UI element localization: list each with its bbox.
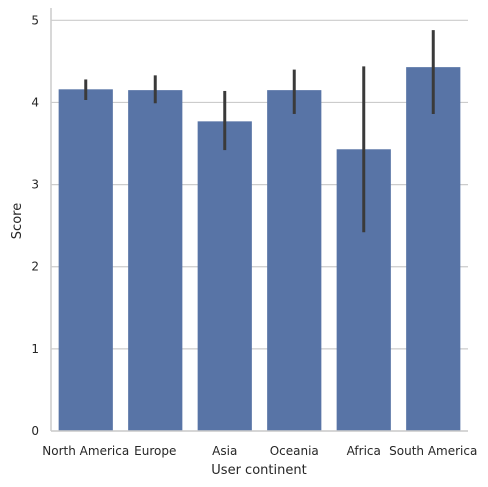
y-tick-labels: 0 1 2 3 4 5 xyxy=(31,13,39,438)
x-tick-label: Oceania xyxy=(270,444,319,458)
x-tick-label: North America xyxy=(42,444,129,458)
bar xyxy=(406,67,461,431)
y-axis-label: Score xyxy=(10,203,25,239)
error-bars xyxy=(84,30,435,233)
bars xyxy=(58,67,461,432)
y-tick-label: 3 xyxy=(31,178,39,192)
y-tick-label: 5 xyxy=(31,13,39,27)
x-tick-label: Asia xyxy=(212,444,237,458)
x-tick-label: South America xyxy=(389,444,477,458)
bar xyxy=(58,89,113,431)
x-tick-label: Africa xyxy=(347,444,381,458)
y-tick-label: 4 xyxy=(31,95,39,109)
bar xyxy=(197,121,252,432)
y-tick-label: 0 xyxy=(31,424,39,438)
bar xyxy=(128,90,183,431)
bar xyxy=(267,90,322,431)
x-tick-labels: North America Europe Asia Oceania Africa Sout… xyxy=(42,444,477,458)
y-tick-label: 2 xyxy=(31,260,39,274)
axes xyxy=(50,8,468,432)
y-tick-label: 1 xyxy=(31,342,39,356)
x-axis-label: User continent xyxy=(211,463,306,478)
x-tick-label: Europe xyxy=(134,444,176,458)
grid-lines xyxy=(51,19,468,432)
